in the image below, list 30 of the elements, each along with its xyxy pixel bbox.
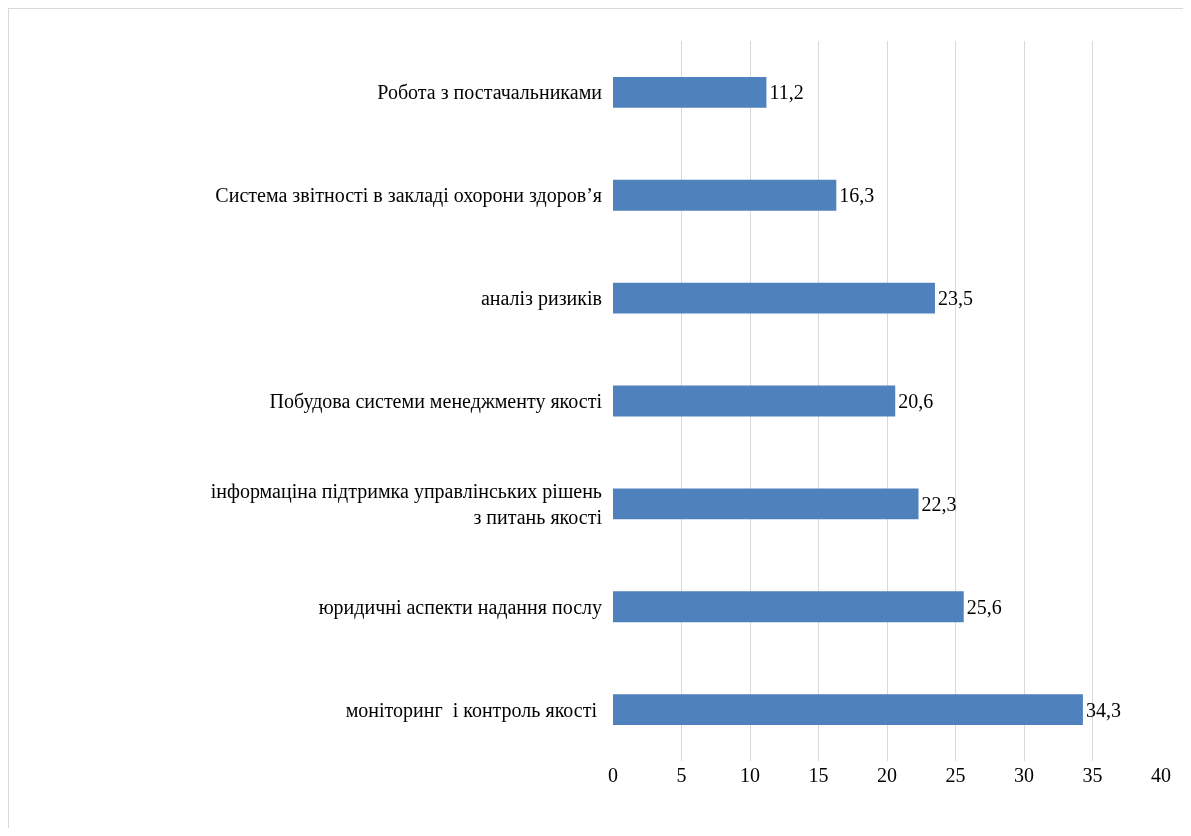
data-label: 23,5 [937,287,973,310]
data-label: 34,3 [1085,698,1121,721]
y-tick-label: аналіз ризиків [480,287,602,311]
x-tick-label: 35 [1082,764,1103,786]
y-tick-label: Система звітності в закладі охорони здоров’я [215,184,602,208]
y-tick-label: Побудова системи менеджменту якості [269,390,603,413]
bar [613,694,1083,725]
x-tick-label: 20 [877,764,897,786]
y-tick-label: моніторинг і контроль якості [345,698,602,722]
x-tick-label: 40 [1151,764,1171,786]
bar [613,488,919,520]
x-tick-label: 5 [676,764,687,786]
data-label: 20,6 [898,390,934,412]
data-label: 25,6 [966,595,1002,618]
bar [613,282,935,314]
x-tick-label: 15 [808,764,829,786]
bar [613,77,767,108]
bar [613,179,837,211]
y-tick-label: інформаціна підтримка управлінських рішень з питань якості [210,479,603,528]
bar [613,591,964,623]
y-tick-label: Робота з постачальниками [377,81,603,104]
data-label: 16,3 [839,184,875,207]
x-tick-label: 25 [945,764,966,786]
x-tick-label: 0 [608,764,618,786]
x-tick-label: 10 [740,764,760,786]
x-tick-label: 30 [1014,764,1034,786]
data-label: 22,3 [921,492,957,515]
bar [613,385,896,417]
data-label: 11,2 [769,81,804,104]
y-tick-label: юридичні аспекти надання послу [318,595,602,619]
